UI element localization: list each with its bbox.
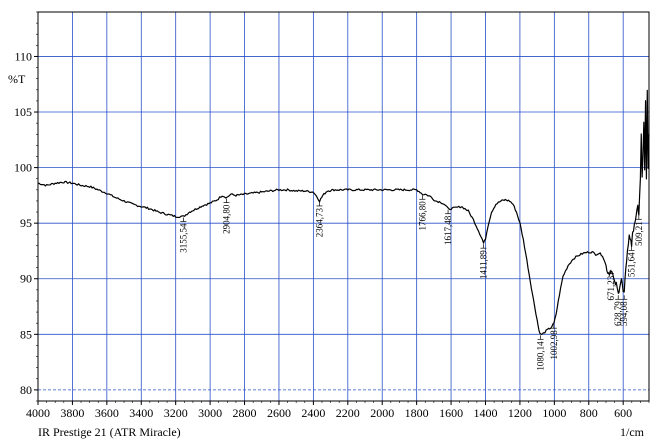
x-tick-label: 2600 <box>267 406 291 420</box>
y-tick-label: 105 <box>14 105 32 119</box>
peak-label: 594,08 <box>619 301 629 326</box>
y-tick-label: 90 <box>20 272 32 286</box>
instrument-label: IR Prestige 21 (ATR Miracle) <box>38 425 181 439</box>
peak-label: 1411,89 <box>478 250 488 279</box>
plot-frame <box>37 11 650 402</box>
x-tick-label: 800 <box>580 406 598 420</box>
x-tick-label: 600 <box>614 406 632 420</box>
x-tick-label: 4000 <box>26 406 50 420</box>
series-layer <box>37 89 650 336</box>
spectrum-line <box>37 89 650 336</box>
x-tick-label: 1800 <box>405 406 429 420</box>
y-tick-label: 95 <box>20 216 32 230</box>
peak-label: 1080,14 <box>536 341 546 371</box>
peak-label: 628,79 <box>613 301 623 326</box>
x-tick-label: 2200 <box>336 406 360 420</box>
y-tick-label: 110 <box>14 49 32 63</box>
x-tick-label: 1400 <box>473 406 497 420</box>
peak-label: 3155,54 <box>178 223 188 253</box>
y-tick-label: 80 <box>20 383 32 397</box>
x-tick-label: 2000 <box>370 406 394 420</box>
y-tick-label: 85 <box>20 327 32 341</box>
y-tick-label: 100 <box>14 161 32 175</box>
x-tick-label: 3200 <box>164 406 188 420</box>
peak-label: 1617,48 <box>443 215 453 245</box>
x-tick-label: 3000 <box>198 406 222 420</box>
x-tick-label: 3400 <box>129 406 153 420</box>
x-tick-label: 3800 <box>60 406 84 420</box>
peak-label: 509,21 <box>634 221 644 246</box>
peak-label: 2364,73 <box>314 207 324 237</box>
peak-labels: 3155,54 2904,80 2364,73 1766,80 1617,48 1411,… <box>178 195 644 371</box>
grid <box>37 12 649 401</box>
x-tick-label: 1200 <box>508 406 532 420</box>
x-tick-label: 3600 <box>95 406 119 420</box>
peak-label: 671,23 <box>606 275 616 300</box>
x-axis-unit-label: 1/cm <box>620 425 645 439</box>
x-tick-label: 2800 <box>233 406 257 420</box>
peak-label: 1766,80 <box>417 201 427 231</box>
peak-label: 2904,80 <box>221 204 231 234</box>
axes: 4000 3800 3600 3400 3200 3000 2800 2600 2400 2200… <box>14 11 650 420</box>
x-tick-label: 1600 <box>439 406 463 420</box>
peak-label: 551,64 <box>627 252 637 277</box>
x-tick-label: 1000 <box>542 406 566 420</box>
peak-label: 1002,98 <box>549 330 559 360</box>
y-axis-label: %T <box>8 72 26 86</box>
x-tick-label: 2400 <box>301 406 325 420</box>
